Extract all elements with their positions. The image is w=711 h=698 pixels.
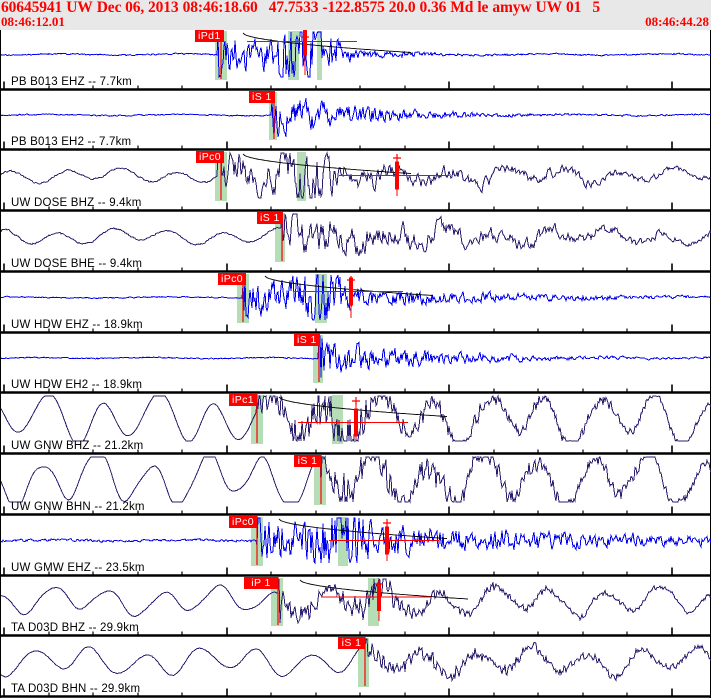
time-window-band bbox=[338, 517, 348, 566]
event-id: 60645941 bbox=[1, 0, 63, 16]
amplitude-marker bbox=[247, 30, 357, 75]
event-magnitude-type: Md bbox=[450, 0, 474, 16]
channel-label: UW DOSE BHZ -- 9.4km bbox=[11, 197, 142, 209]
event-summary-line: 60645941 UW Dec 06, 2013 08:46:18.60 47.7533… bbox=[1, 0, 711, 16]
event-magnitude: 0.36 bbox=[419, 0, 447, 16]
trace-row[interactable]: UW DOSE BHE -- 9.4km iS 1 bbox=[1, 212, 711, 273]
time-window-band bbox=[297, 152, 306, 201]
amplitude-marker bbox=[293, 276, 403, 318]
channel-label: UW GMW EHZ -- 23.5km bbox=[11, 562, 145, 574]
event-author: amyw bbox=[492, 0, 532, 16]
coda-decay-curve bbox=[242, 32, 412, 53]
waveform-path bbox=[1, 455, 711, 504]
amplitude-marker bbox=[298, 397, 408, 439]
channel-label: PB B013 EH2 -- 7.7km bbox=[11, 136, 132, 148]
pick-flag[interactable]: iPc0 bbox=[229, 516, 258, 528]
waveform-path bbox=[1, 98, 711, 138]
pick-flag[interactable]: iS 1 bbox=[294, 334, 320, 346]
time-window-band bbox=[317, 31, 322, 80]
time-window-band bbox=[368, 578, 379, 626]
event-date: Dec 06, 2013 bbox=[96, 0, 179, 16]
coda-decay-curve bbox=[278, 518, 448, 539]
window-start-time: 08:46:12.01 bbox=[1, 14, 65, 29]
pick-flag[interactable]: iP 1 bbox=[244, 577, 278, 589]
time-window-band bbox=[313, 335, 323, 383]
pick-flag[interactable]: iS 1 bbox=[257, 212, 283, 224]
waveform-path bbox=[1, 274, 711, 321]
channel-label: UW DOSE BHE -- 9.4km bbox=[11, 258, 143, 270]
amplitude-marker bbox=[321, 580, 431, 621]
trace-row[interactable]: UW GMW EHZ -- 23.5km iPc0 bbox=[1, 516, 711, 577]
pick-flag[interactable]: iS 1 bbox=[249, 91, 275, 103]
coda-decay-curve bbox=[299, 579, 469, 600]
waveform-path bbox=[1, 394, 711, 443]
event-header: 60645941 UW Dec 06, 2013 08:46:18.60 47.7533… bbox=[0, 0, 711, 30]
pick-flag[interactable]: iS 1 bbox=[294, 455, 321, 467]
amplitude-marker bbox=[329, 519, 439, 561]
channel-label: UW GNW BHZ -- 21.2km bbox=[11, 440, 144, 452]
waveform-path bbox=[1, 638, 711, 682]
trace-row[interactable]: UW GNW BHN -- 21.2km iS 1 bbox=[1, 455, 711, 516]
trace-row[interactable]: PB B013 EHZ -- 7.7km iPd1 bbox=[1, 30, 711, 91]
event-depth: 20.0 bbox=[388, 0, 416, 16]
channel-label: TA D03D BHN -- 29.9km bbox=[11, 683, 141, 695]
event-latitude: 47.7533 bbox=[268, 0, 319, 16]
channel-label: UW HDW EHZ -- 18.9km bbox=[11, 319, 143, 331]
trace-row[interactable]: TA D03D BHZ -- 29.9km iP 1 bbox=[1, 577, 711, 637]
time-window-band bbox=[288, 31, 299, 80]
amplitude-marker bbox=[339, 154, 449, 196]
event-origin-time: 08:46:18.60 bbox=[182, 0, 258, 16]
event-network: UW bbox=[66, 0, 93, 16]
time-window-band bbox=[358, 638, 369, 687]
event-quality: le bbox=[477, 0, 489, 16]
waveform-path bbox=[1, 578, 711, 625]
trace-row[interactable]: UW DOSE BHZ -- 9.4km iPc0 bbox=[1, 151, 711, 212]
waveform-path bbox=[1, 335, 711, 378]
trace-row[interactable]: UW GNW BHZ -- 21.2km iPc1 bbox=[1, 394, 711, 455]
coda-decay-curve bbox=[242, 153, 412, 174]
pick-flag[interactable]: iS 1 bbox=[338, 637, 365, 649]
trace-row[interactable]: TA D03D BHN -- 29.9km iS 1 bbox=[1, 637, 711, 698]
channel-label: UW GNW BHN -- 21.2km bbox=[11, 501, 145, 513]
pick-flag[interactable]: iPd1 bbox=[195, 30, 224, 42]
waveform-path bbox=[1, 213, 711, 257]
waveform-path bbox=[1, 517, 711, 565]
trace-row[interactable]: PB B013 EH2 -- 7.7km iS 1 bbox=[1, 91, 711, 151]
time-window-band bbox=[275, 213, 285, 262]
channel-label: PB B013 EHZ -- 7.7km bbox=[11, 76, 132, 88]
pick-flag[interactable]: iPc0 bbox=[196, 151, 225, 163]
channel-label: UW HDW EH2 -- 18.9km bbox=[11, 379, 143, 391]
trace-row[interactable]: UW HDW EHZ -- 18.9km iPc0 bbox=[1, 273, 711, 334]
channel-label: TA D03D BHZ -- 29.9km bbox=[11, 622, 139, 634]
coda-decay-curve bbox=[278, 396, 448, 417]
pick-flag[interactable]: iPc1 bbox=[229, 394, 258, 406]
event-trailing-count: 5 bbox=[592, 0, 600, 16]
pick-flag[interactable]: iPc0 bbox=[218, 273, 247, 285]
time-window-band bbox=[314, 456, 326, 505]
event-version: 01 bbox=[566, 0, 582, 16]
waveform-path bbox=[1, 31, 711, 79]
trace-panel[interactable]: PB B013 EHZ -- 7.7km iPd1 PB B013 EH2 -- 7… bbox=[0, 30, 711, 698]
trace-row[interactable]: UW HDW EH2 -- 18.9km iS 1 bbox=[1, 334, 711, 394]
event-longitude: -122.8575 bbox=[322, 0, 385, 16]
window-end-time: 08:46:44.28 bbox=[645, 14, 709, 29]
event-auth-network: UW bbox=[535, 0, 563, 16]
waveform-path bbox=[1, 151, 711, 199]
